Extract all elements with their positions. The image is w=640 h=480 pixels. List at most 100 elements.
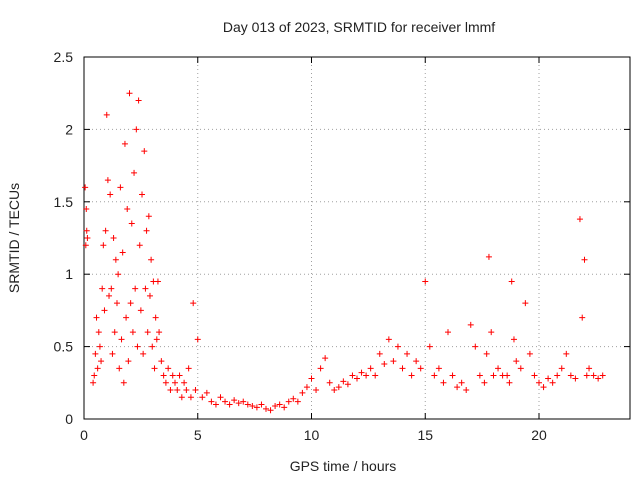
- data-point: [349, 372, 356, 379]
- data-point: [132, 285, 139, 292]
- data-point: [483, 350, 490, 357]
- data-point: [335, 384, 342, 391]
- data-point: [590, 372, 597, 379]
- data-point: [354, 375, 360, 382]
- data-point: [119, 249, 126, 256]
- data-point: [563, 350, 570, 357]
- chart-title: Day 013 of 2023, SRMTID for receiver lmm…: [223, 19, 495, 35]
- data-point: [176, 372, 183, 379]
- data-point: [123, 314, 130, 321]
- data-point: [118, 336, 125, 343]
- data-point: [495, 365, 502, 372]
- data-point: [381, 360, 388, 367]
- data-point: [120, 379, 127, 386]
- data-point: [522, 300, 529, 307]
- data-point: [192, 387, 199, 394]
- data-point: [151, 365, 158, 372]
- data-point: [135, 97, 142, 104]
- data-point: [113, 300, 120, 307]
- data-point: [481, 379, 488, 386]
- data-point: [140, 350, 147, 357]
- data-point: [303, 384, 310, 391]
- data-point: [344, 381, 351, 388]
- data-point: [203, 389, 210, 396]
- data-point: [504, 372, 511, 379]
- data-point: [572, 375, 579, 382]
- data-point: [390, 358, 397, 365]
- data-point: [126, 90, 133, 97]
- x-tick-label: 5: [194, 427, 202, 443]
- x-tick-label: 0: [80, 427, 88, 443]
- data-point: [558, 365, 565, 372]
- data-point: [124, 206, 131, 213]
- data-point: [165, 365, 172, 372]
- data-point: [82, 242, 89, 249]
- data-point: [185, 365, 192, 372]
- data-point: [110, 235, 117, 241]
- data-point: [276, 401, 283, 408]
- data-point: [103, 111, 110, 118]
- x-axis-label: GPS time / hours: [290, 458, 397, 474]
- data-point: [517, 365, 524, 372]
- data-point: [249, 402, 256, 409]
- data-point: [440, 379, 447, 386]
- data-point: [99, 285, 106, 292]
- data-point: [222, 398, 229, 405]
- data-point: [258, 401, 265, 408]
- data-point: [146, 292, 153, 299]
- data-point: [267, 407, 274, 414]
- data-point: [510, 336, 517, 343]
- y-tick-label: 1.5: [54, 194, 74, 210]
- data-point: [111, 329, 118, 336]
- data-point: [149, 343, 156, 350]
- data-point: [108, 285, 115, 292]
- data-point: [317, 365, 324, 372]
- data-point: [536, 379, 542, 386]
- data-point: [160, 372, 167, 379]
- data-point: [116, 365, 123, 372]
- data-point: [308, 375, 315, 382]
- data-point: [137, 307, 144, 314]
- data-point: [579, 314, 586, 321]
- data-point: [431, 372, 438, 379]
- data-point: [152, 314, 159, 321]
- data-point: [128, 220, 135, 227]
- data-point: [148, 256, 155, 263]
- data-point: [272, 402, 279, 409]
- data-point: [101, 307, 108, 314]
- data-point: [449, 372, 456, 379]
- data-point: [83, 206, 90, 213]
- data-point: [162, 379, 169, 386]
- data-point: [463, 387, 470, 394]
- data-point: [145, 213, 152, 220]
- data-point: [106, 292, 113, 299]
- data-point: [231, 397, 238, 404]
- data-point: [94, 365, 101, 372]
- x-tick-label: 15: [417, 427, 433, 443]
- data-point: [244, 401, 251, 408]
- data-point: [217, 394, 224, 401]
- data-point: [117, 184, 124, 191]
- data-point: [454, 384, 461, 391]
- grid: [84, 57, 630, 419]
- data-point: [367, 365, 374, 372]
- data-point: [545, 375, 552, 382]
- data-point: [426, 343, 433, 350]
- data-point: [290, 395, 297, 402]
- data-point: [413, 358, 420, 365]
- data-point: [581, 256, 588, 263]
- data-point: [194, 336, 201, 343]
- data-point: [372, 372, 379, 379]
- data-point: [121, 140, 128, 147]
- y-tick-label: 2.5: [54, 49, 74, 65]
- data-point: [490, 372, 497, 379]
- data-point: [82, 184, 89, 191]
- data-point: [399, 365, 406, 372]
- data-point: [567, 372, 574, 379]
- data-point: [131, 169, 138, 176]
- data-point: [92, 350, 99, 357]
- data-point: [174, 387, 181, 394]
- data-point: [340, 378, 347, 385]
- data-point: [394, 343, 401, 350]
- data-point: [422, 278, 429, 285]
